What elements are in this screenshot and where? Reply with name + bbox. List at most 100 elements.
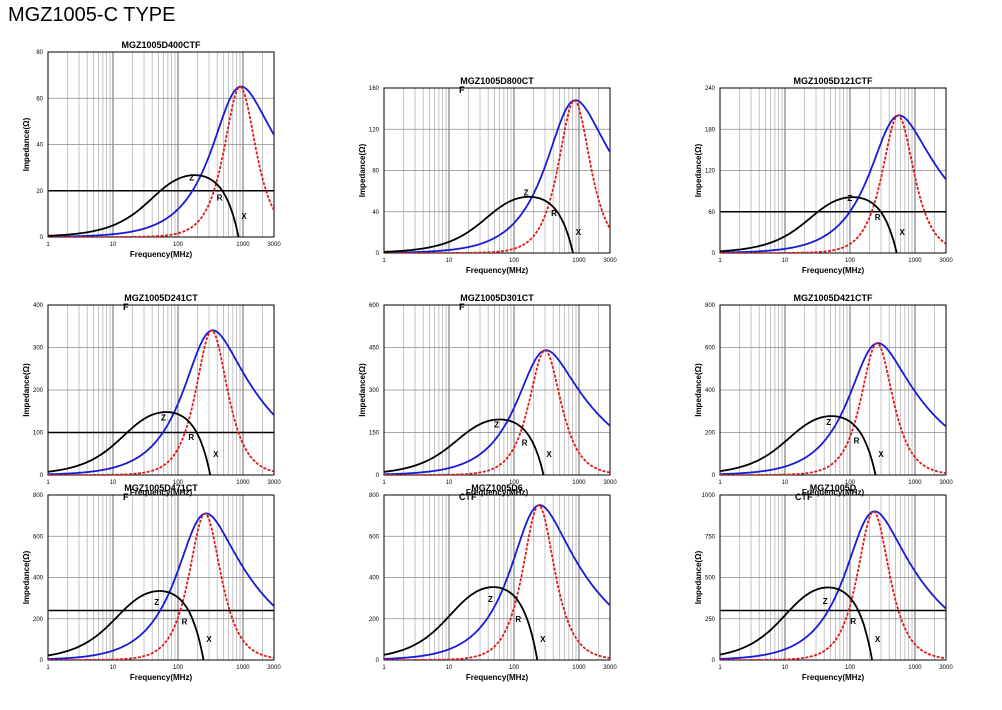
impedance-chart: MGZ1005D800CT F 0 40 80 120 160 1 10 100 1000 3000 F… bbox=[336, 72, 666, 300]
y-tick-label: 150 bbox=[369, 431, 380, 437]
y-tick-label: 600 bbox=[705, 346, 716, 352]
x-tick-label: 100 bbox=[845, 665, 856, 671]
chart-title-suffix: F bbox=[123, 492, 129, 502]
series-label-x: X bbox=[576, 228, 582, 237]
chart-title-suffix: CTF bbox=[795, 492, 813, 502]
series-label-x: X bbox=[546, 450, 552, 459]
x-axis-label: Frequency(MHz) bbox=[802, 488, 865, 497]
plot-frame bbox=[719, 494, 947, 661]
plot-frame bbox=[383, 87, 611, 254]
chart-title-suffix: F bbox=[123, 302, 129, 312]
y-tick-label: 200 bbox=[33, 388, 44, 394]
x-series-line bbox=[384, 195, 574, 253]
x-tick-label: 100 bbox=[173, 242, 184, 248]
y-tick-label: 800 bbox=[33, 493, 44, 499]
x-axis-label: Frequency(MHz) bbox=[802, 266, 865, 275]
z-series-line bbox=[48, 329, 274, 475]
series-label-r: R bbox=[551, 209, 557, 218]
chart-svg: MGZ1005D121CTF 0 60 120 180 240 1 10 100 1000 3000… bbox=[694, 76, 953, 275]
impedance-chart: MGZ1005D301CT F 0 150 300 450 600 1 10 100 1000 300… bbox=[336, 289, 666, 517]
plot-frame bbox=[383, 494, 611, 661]
x-axis-label: Frequency(MHz) bbox=[130, 488, 193, 497]
series-label-r: R bbox=[515, 615, 521, 624]
y-tick-label: 120 bbox=[705, 169, 716, 175]
series-label-r: R bbox=[875, 213, 881, 222]
y-tick-label: 240 bbox=[705, 86, 716, 92]
x-tick-label: 10 bbox=[782, 258, 789, 264]
x-tick-label: 1 bbox=[382, 480, 386, 486]
x-tick-label: 1000 bbox=[572, 665, 586, 671]
chart-title-suffix: CTF bbox=[459, 492, 477, 502]
x-tick-label: 3000 bbox=[603, 665, 617, 671]
plot-frame bbox=[47, 494, 275, 661]
y-tick-label: 200 bbox=[705, 431, 716, 437]
x-tick-label: 1 bbox=[382, 258, 386, 264]
series-label-x: X bbox=[540, 635, 546, 644]
x-tick-label: 3000 bbox=[939, 480, 953, 486]
r-series-line bbox=[384, 99, 610, 253]
x-axis-label: Frequency(MHz) bbox=[802, 673, 865, 682]
x-tick-label: 1000 bbox=[908, 258, 922, 264]
y-tick-label: 40 bbox=[372, 210, 379, 216]
z-series-line bbox=[384, 349, 610, 475]
y-tick-label: 200 bbox=[33, 617, 44, 623]
y-tick-label: 60 bbox=[708, 210, 715, 216]
x-tick-label: 1000 bbox=[572, 480, 586, 486]
z-series-line bbox=[720, 114, 946, 253]
impedance-chart: MGZ1005D121CTF 0 60 120 180 240 1 10 100 1000 3000… bbox=[672, 72, 1002, 300]
chart-title: MGZ1005D301CT bbox=[460, 293, 534, 303]
plot-frame bbox=[47, 51, 275, 238]
x-tick-label: 1 bbox=[382, 665, 386, 671]
x-tick-label: 3000 bbox=[603, 258, 617, 264]
y-axis-label: Impedance(Ω) bbox=[694, 550, 703, 604]
y-axis-label: Impedance(Ω) bbox=[22, 117, 31, 171]
series-label-r: R bbox=[854, 437, 860, 446]
x-tick-label: 10 bbox=[110, 480, 117, 486]
x-tick-label: 10 bbox=[110, 242, 117, 248]
plot-frame bbox=[383, 304, 611, 476]
series-label-x: X bbox=[899, 228, 905, 237]
chart-title: MGZ1005D421CTF bbox=[793, 293, 873, 303]
series-label-x: X bbox=[241, 212, 247, 221]
x-series-line bbox=[720, 415, 877, 475]
x-tick-label: 1000 bbox=[908, 665, 922, 671]
series-label-z: Z bbox=[488, 595, 493, 604]
series-label-r: R bbox=[182, 618, 188, 627]
y-axis-label: Impedance(Ω) bbox=[694, 143, 703, 197]
x-tick-label: 100 bbox=[173, 665, 184, 671]
x-tick-label: 10 bbox=[782, 665, 789, 671]
x-tick-label: 1 bbox=[46, 242, 50, 248]
y-tick-label: 0 bbox=[712, 473, 716, 479]
series-label-z: Z bbox=[847, 194, 852, 203]
plot-frame bbox=[719, 87, 947, 254]
y-tick-label: 0 bbox=[376, 251, 380, 257]
y-tick-label: 0 bbox=[40, 473, 44, 479]
series-label-x: X bbox=[206, 635, 212, 644]
z-series-line bbox=[48, 512, 274, 660]
r-series-line bbox=[384, 504, 610, 660]
r-series-line bbox=[384, 349, 610, 475]
z-series-line bbox=[720, 510, 946, 660]
x-tick-label: 1000 bbox=[236, 665, 250, 671]
y-tick-label: 0 bbox=[712, 251, 716, 257]
x-tick-label: 100 bbox=[845, 480, 856, 486]
x-series-line bbox=[384, 586, 539, 660]
chart-title: MGZ1005D241CT bbox=[124, 293, 198, 303]
chart-title: MGZ1005D6 bbox=[471, 483, 523, 493]
x-tick-label: 1000 bbox=[908, 480, 922, 486]
y-tick-label: 0 bbox=[376, 658, 380, 664]
x-tick-label: 1 bbox=[46, 665, 50, 671]
impedance-chart: MGZ1005D CTF 0 250 500 750 1000 1 10 100 1000 3000 F… bbox=[672, 477, 1002, 705]
chart-title: MGZ1005D800CT bbox=[460, 76, 534, 86]
z-series-line bbox=[384, 504, 610, 660]
series-label-r: R bbox=[217, 193, 223, 202]
x-series-line bbox=[48, 411, 212, 475]
series-label-z: Z bbox=[494, 421, 499, 430]
x-tick-label: 100 bbox=[509, 480, 520, 486]
impedance-chart: MGZ1005D241CT F 0 100 200 300 400 1 10 100 1000 300… bbox=[0, 289, 330, 517]
r-series-line bbox=[720, 342, 946, 475]
x-tick-label: 10 bbox=[110, 665, 117, 671]
x-tick-label: 10 bbox=[446, 258, 453, 264]
